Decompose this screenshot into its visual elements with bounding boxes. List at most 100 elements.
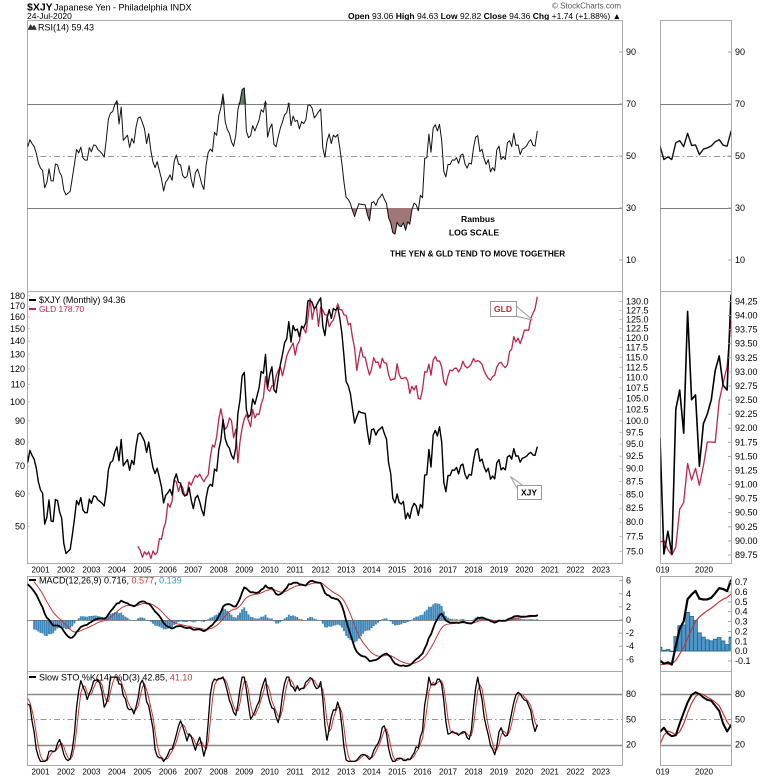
- svg-text:30: 30: [626, 203, 636, 213]
- svg-text:0.1: 0.1: [735, 636, 748, 646]
- svg-text:77.5: 77.5: [626, 532, 644, 542]
- svg-text:2019: 2019: [490, 768, 509, 777]
- svg-text:2018: 2018: [464, 768, 483, 777]
- svg-text:93.00: 93.00: [735, 367, 758, 377]
- svg-text:2010: 2010: [261, 768, 280, 777]
- svg-text:91.50: 91.50: [735, 451, 758, 461]
- svg-text:Open 93.06 High 94.63 Low 92.8: Open 93.06 High 94.63 Low 92.82 Close 94…: [348, 11, 621, 21]
- svg-text:92.5: 92.5: [626, 451, 644, 461]
- svg-text:2011: 2011: [286, 768, 304, 777]
- svg-text:90.25: 90.25: [735, 522, 758, 532]
- svg-text:2006: 2006: [159, 566, 178, 575]
- svg-text:50: 50: [15, 522, 25, 532]
- svg-text:2020: 2020: [515, 566, 534, 575]
- svg-text:2020: 2020: [695, 566, 714, 575]
- svg-text:130: 130: [10, 350, 25, 360]
- svg-text:85.0: 85.0: [626, 490, 644, 500]
- svg-text:0.3: 0.3: [735, 617, 748, 627]
- svg-text:90.50: 90.50: [735, 508, 758, 518]
- svg-text:Japanese Yen - Philadelphia IN: Japanese Yen - Philadelphia INDX: [54, 3, 192, 13]
- svg-text:2023: 2023: [592, 566, 611, 575]
- svg-text:2013: 2013: [337, 566, 356, 575]
- svg-text:50: 50: [735, 151, 745, 161]
- svg-text:-0.1: -0.1: [735, 656, 751, 666]
- svg-text:2021: 2021: [541, 768, 560, 777]
- svg-text:2002: 2002: [57, 768, 76, 777]
- svg-text:2020: 2020: [695, 768, 714, 777]
- svg-text:THE YEN & GLD TEND TO MOVE TOG: THE YEN & GLD TEND TO MOVE TOGETHER: [390, 250, 565, 259]
- svg-text:Slow STO %K(14) %D(3) 42.85, 4: Slow STO %K(14) %D(3) 42.85, 41.10: [39, 673, 192, 683]
- svg-text:93.50: 93.50: [735, 339, 758, 349]
- svg-text:80: 80: [15, 437, 25, 447]
- svg-text:91.75: 91.75: [735, 437, 758, 447]
- svg-text:20: 20: [626, 740, 636, 750]
- svg-text:0.4: 0.4: [735, 607, 748, 617]
- svg-text:120: 120: [10, 364, 25, 374]
- svg-text:91.00: 91.00: [735, 480, 758, 490]
- svg-text:2005: 2005: [133, 768, 152, 777]
- svg-text:10: 10: [626, 255, 636, 265]
- svg-text:© StockCharts.com: © StockCharts.com: [552, 2, 621, 11]
- svg-text:2013: 2013: [337, 768, 356, 777]
- svg-text:0.2: 0.2: [735, 626, 748, 636]
- svg-text:94.25: 94.25: [735, 297, 758, 307]
- svg-text:50: 50: [626, 714, 636, 724]
- svg-text:91.25: 91.25: [735, 465, 758, 475]
- svg-text:70: 70: [15, 461, 25, 471]
- svg-text:2014: 2014: [363, 768, 382, 777]
- svg-text:100: 100: [10, 397, 25, 407]
- svg-text:92.00: 92.00: [735, 423, 758, 433]
- svg-text:75.0: 75.0: [626, 547, 644, 557]
- svg-text:90.75: 90.75: [735, 494, 758, 504]
- svg-text:2015: 2015: [388, 566, 407, 575]
- svg-text:2003: 2003: [82, 768, 101, 777]
- svg-text:170: 170: [10, 301, 25, 311]
- svg-text:2022: 2022: [566, 768, 585, 777]
- svg-text:2001: 2001: [31, 566, 50, 575]
- svg-text:2002: 2002: [57, 566, 76, 575]
- svg-text:2012: 2012: [312, 768, 331, 777]
- svg-text:2022: 2022: [566, 566, 585, 575]
- svg-text:6: 6: [626, 576, 631, 586]
- svg-text:112.5: 112.5: [626, 362, 648, 372]
- svg-text:30: 30: [735, 203, 745, 213]
- svg-text:Rambus: Rambus: [461, 214, 495, 224]
- svg-text:10: 10: [735, 255, 745, 265]
- svg-text:GLD 178.70: GLD 178.70: [39, 304, 85, 314]
- svg-text:2023: 2023: [592, 768, 611, 777]
- svg-text:80: 80: [626, 689, 636, 699]
- svg-text:-4: -4: [626, 641, 634, 651]
- svg-text:2010: 2010: [261, 566, 280, 575]
- svg-text:0.5: 0.5: [735, 597, 748, 607]
- svg-text:019: 019: [656, 566, 670, 575]
- svg-text:110: 110: [11, 380, 25, 390]
- svg-text:180: 180: [10, 291, 25, 301]
- svg-text:90: 90: [735, 47, 745, 57]
- svg-text:2017: 2017: [439, 566, 458, 575]
- svg-text:2007: 2007: [184, 566, 203, 575]
- svg-text:60: 60: [15, 489, 25, 499]
- svg-text:0.6: 0.6: [735, 587, 748, 597]
- svg-text:2015: 2015: [388, 768, 407, 777]
- svg-text:XJY: XJY: [521, 488, 537, 498]
- svg-text:80: 80: [735, 689, 745, 699]
- svg-text:100.0: 100.0: [626, 416, 649, 426]
- svg-text:92.25: 92.25: [735, 409, 758, 419]
- svg-text:140: 140: [10, 336, 25, 346]
- svg-text:97.5: 97.5: [626, 427, 644, 437]
- svg-text:50: 50: [626, 151, 636, 161]
- svg-text:150: 150: [10, 324, 25, 334]
- svg-text:94.00: 94.00: [735, 311, 758, 321]
- svg-text:-2: -2: [626, 628, 634, 638]
- svg-text:0.0: 0.0: [735, 646, 748, 656]
- svg-text:2017: 2017: [439, 768, 458, 777]
- svg-text:110.0: 110.0: [626, 373, 648, 383]
- svg-text:4: 4: [626, 589, 631, 599]
- svg-text:2006: 2006: [159, 768, 178, 777]
- svg-text:2009: 2009: [235, 768, 254, 777]
- svg-text:87.5: 87.5: [626, 476, 644, 486]
- svg-text:92.50: 92.50: [735, 395, 758, 405]
- svg-text:2014: 2014: [363, 566, 382, 575]
- svg-text:2020: 2020: [515, 768, 534, 777]
- svg-text:MACD(12,26,9) 0.716, 0.577, 0.: MACD(12,26,9) 0.716, 0.577, 0.139: [39, 576, 182, 586]
